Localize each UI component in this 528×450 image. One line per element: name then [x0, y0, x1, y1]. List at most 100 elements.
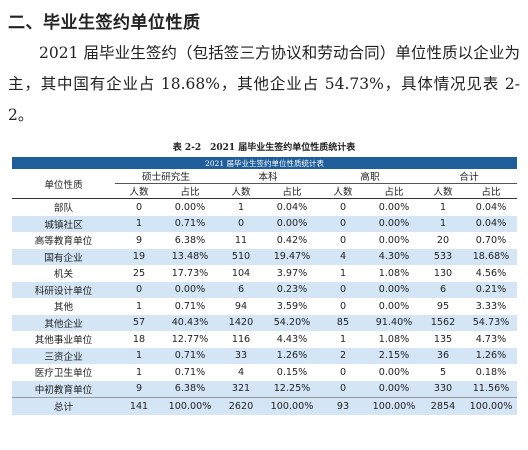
value-cell: 6 [217, 281, 265, 298]
value-cell: 11.56% [465, 380, 518, 398]
value-cell: 533 [421, 248, 465, 265]
value-cell: 1420 [217, 314, 265, 331]
value-cell: 36 [421, 347, 465, 364]
value-cell: 1 [217, 198, 265, 216]
sub-header: 占比 [282, 187, 302, 198]
value-cell: 135 [421, 331, 465, 348]
value-cell: 0 [115, 281, 163, 298]
unit-type-cell: 其他企业 [12, 314, 115, 331]
table-title: 2021 届毕业生签约单位性质统计表 [12, 157, 518, 169]
employer-type-table: 2021 届毕业生签约单位性质统计表 单位性质 硕士研究生 本科 高职 合计 人… [12, 157, 518, 415]
value-cell: 6.38% [163, 380, 217, 398]
total-row: 总计 141 100.00% 2620 100.00% 93 100.00% 2854 100.… [12, 397, 518, 415]
value-cell: 6.38% [163, 232, 217, 249]
sub-header: 占比 [481, 187, 501, 198]
value-cell: 1 [115, 347, 163, 364]
value-cell: 1 [115, 298, 163, 315]
unit-type-cell: 城镇社区 [12, 215, 115, 232]
value-cell: 1 [115, 215, 163, 232]
group-header: 高职 [319, 169, 421, 184]
value-cell: 33 [217, 347, 265, 364]
value-cell: 0.00% [265, 215, 319, 232]
table-row: 其他 1 0.71% 94 3.59% 0 0.00% 95 3.33% [12, 298, 518, 315]
value-cell: 12.77% [163, 331, 217, 348]
total-value-cell: 100.00% [465, 397, 518, 415]
table-row: 医疗卫生单位 1 0.71% 4 0.15% 0 0.00% 5 0.18% [12, 364, 518, 381]
value-cell: 11 [217, 232, 265, 249]
value-cell: 4 [217, 364, 265, 381]
total-value-cell: 100.00% [367, 397, 421, 415]
value-cell: 2 [319, 347, 367, 364]
value-cell: 25 [115, 265, 163, 282]
value-cell: 0.04% [465, 198, 518, 216]
value-cell: 130 [421, 265, 465, 282]
value-cell: 9 [115, 380, 163, 398]
value-cell: 6 [421, 281, 465, 298]
value-cell: 0.71% [163, 215, 217, 232]
unit-type-cell: 其他 [12, 298, 115, 315]
value-cell: 0.00% [367, 215, 421, 232]
table-row: 部队 0 0.00% 1 0.04% 0 0.00% 1 0.04% [12, 198, 518, 216]
unit-type-cell: 中初教育单位 [12, 380, 115, 398]
value-cell: 91.40% [367, 314, 421, 331]
group-header: 本科 [217, 169, 319, 184]
table-row: 科研设计单位 0 0.00% 6 0.23% 0 0.00% 6 0.21% [12, 281, 518, 298]
total-value-cell: 100.00% [163, 397, 217, 415]
value-cell: 1 [421, 198, 465, 216]
sub-header: 人数 [129, 187, 149, 198]
value-cell: 1 [421, 215, 465, 232]
value-cell: 0 [319, 298, 367, 315]
value-cell: 4 [319, 248, 367, 265]
value-cell: 1.26% [465, 347, 518, 364]
value-cell: 0.00% [367, 232, 421, 249]
sub-header: 占比 [180, 187, 200, 198]
table-caption: 表 2-2 2021 届毕业生签约单位性质统计表 [172, 143, 356, 153]
value-cell: 18.68% [465, 248, 518, 265]
value-cell: 0.00% [367, 380, 421, 398]
value-cell: 116 [217, 331, 265, 348]
value-cell: 1 [319, 265, 367, 282]
total-label-cell: 总计 [12, 397, 115, 415]
table-row: 国有企业 19 13.48% 510 19.47% 4 4.30% 533 18.68% [12, 248, 518, 265]
value-cell: 4.30% [367, 248, 421, 265]
sub-header: 人数 [333, 187, 353, 198]
value-cell: 1.26% [265, 347, 319, 364]
value-cell: 0.00% [163, 198, 217, 216]
value-cell: 19 [115, 248, 163, 265]
value-cell: 0 [217, 215, 265, 232]
unit-type-cell: 高等教育单位 [12, 232, 115, 249]
value-cell: 0 [319, 198, 367, 216]
table-row: 其他事业单位 18 12.77% 116 4.43% 1 1.08% 135 4.73% [12, 331, 518, 348]
value-cell: 0 [319, 215, 367, 232]
total-value-cell: 2854 [421, 397, 465, 415]
value-cell: 104 [217, 265, 265, 282]
value-cell: 3.33% [465, 298, 518, 315]
value-cell: 0.23% [265, 281, 319, 298]
total-value-cell: 100.00% [265, 397, 319, 415]
value-cell: 54.20% [265, 314, 319, 331]
value-cell: 1.08% [367, 331, 421, 348]
total-value-cell: 141 [115, 397, 163, 415]
value-cell: 1 [319, 331, 367, 348]
row-header: 单位性质 [44, 179, 83, 191]
value-cell: 85 [319, 314, 367, 331]
unit-type-cell: 三资企业 [12, 347, 115, 364]
value-cell: 0.71% [163, 347, 217, 364]
value-cell: 330 [421, 380, 465, 398]
sub-header: 人数 [433, 187, 453, 198]
value-cell: 0.00% [367, 298, 421, 315]
value-cell: 0.71% [163, 298, 217, 315]
value-cell: 13.48% [163, 248, 217, 265]
value-cell: 54.73% [465, 314, 518, 331]
sub-header: 占比 [384, 187, 404, 198]
table-row: 三资企业 1 0.71% 33 1.26% 2 2.15% 36 1.26% [12, 347, 518, 364]
value-cell: 40.43% [163, 314, 217, 331]
value-cell: 12.25% [265, 380, 319, 398]
table-row: 其他企业 57 40.43% 1420 54.20% 85 91.40% 1562 54.73% [12, 314, 518, 331]
value-cell: 4.43% [265, 331, 319, 348]
table-row: 机关 25 17.73% 104 3.97% 1 1.08% 130 4.56% [12, 265, 518, 282]
value-cell: 0.18% [465, 364, 518, 381]
total-value-cell: 2620 [217, 397, 265, 415]
value-cell: 0.00% [367, 364, 421, 381]
value-cell: 0 [319, 364, 367, 381]
